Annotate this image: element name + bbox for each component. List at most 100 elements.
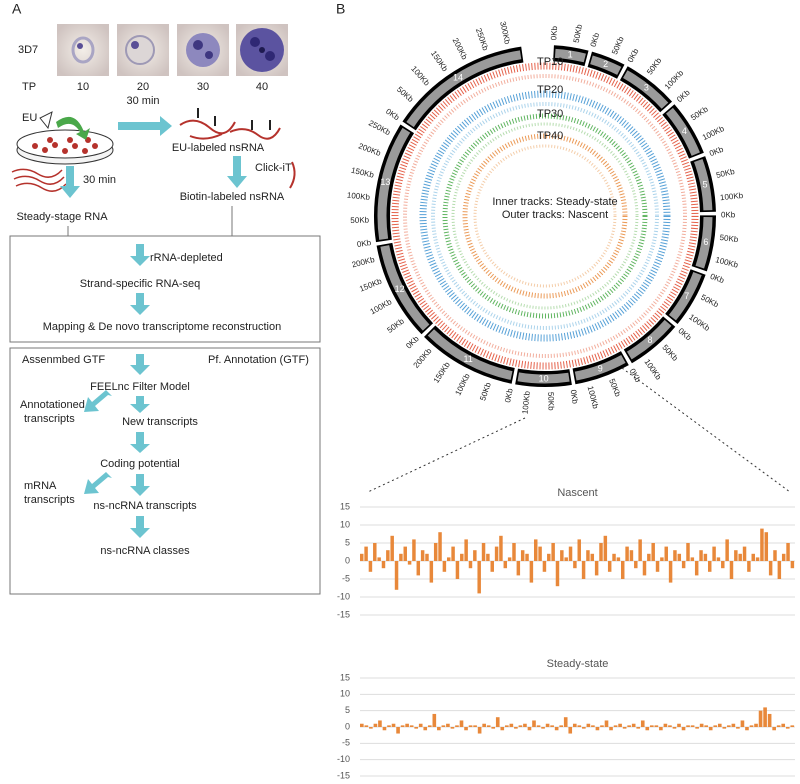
bar [747, 561, 751, 572]
y-tick-label: -15 [337, 609, 350, 619]
bar [627, 725, 631, 727]
zoom-line [367, 417, 526, 493]
bar [373, 723, 378, 727]
track-ring [462, 133, 628, 299]
arrow [130, 432, 150, 453]
chromosome-fill [380, 245, 430, 331]
step: rRNA-depleted [150, 252, 223, 264]
chromosome-tick: 200Kb [357, 141, 382, 158]
bar [690, 725, 695, 727]
track-label: TP20 [537, 84, 563, 96]
chromosome-tick: 50Kb [645, 56, 664, 77]
bar [672, 727, 677, 729]
step: Annotationed [20, 399, 85, 411]
arrow [130, 293, 150, 315]
chromosome-tick: 0Kb [356, 238, 372, 249]
biotin-strand [289, 161, 296, 189]
step: Strand-specific RNA-seq [80, 278, 200, 290]
bar [636, 727, 641, 729]
bar [631, 723, 636, 727]
y-tick-label: 5 [345, 705, 350, 715]
bar [369, 727, 373, 729]
chromosome-tick: 100Kb [701, 124, 726, 143]
chromosome-label: 3 [644, 83, 649, 93]
y-tick-label: 10 [340, 689, 350, 699]
bar [396, 727, 400, 734]
bar [446, 723, 450, 727]
bar [427, 725, 432, 727]
chromosome-fill [626, 319, 672, 360]
bar [634, 561, 638, 569]
chromosome-tick: 0Kb [384, 107, 401, 123]
bar [686, 543, 690, 561]
bar [690, 557, 695, 561]
chromosome-label: 11 [463, 354, 472, 364]
arrow [130, 516, 150, 538]
step: transcripts [24, 413, 75, 425]
chromosome-tick: 100Kb [687, 312, 712, 333]
eu-labeled: EU-labeled nsRNA [172, 142, 265, 154]
bar [785, 727, 790, 729]
bar [604, 720, 609, 727]
bar [681, 727, 686, 731]
bar [663, 723, 668, 727]
bar [577, 725, 582, 727]
bar [590, 553, 595, 561]
chromosome-label: 5 [703, 179, 708, 189]
bar [563, 717, 568, 727]
chromosome-tick: 0Kb [721, 210, 736, 219]
bar [694, 561, 699, 576]
arrow [130, 474, 150, 496]
bar [740, 720, 745, 727]
bar [507, 557, 512, 561]
panel-label: A [12, 1, 22, 17]
bar [699, 550, 703, 561]
bar [460, 553, 464, 561]
step: mRNA [24, 480, 57, 492]
bar [712, 546, 716, 561]
bar [755, 557, 760, 561]
bar [486, 725, 491, 727]
chromosome-tick: 0Kb [549, 25, 559, 40]
bar [554, 727, 559, 731]
chromosome-fill [427, 329, 513, 380]
incubation: 30 min [126, 95, 159, 107]
chart-title: Steady-state [547, 658, 609, 670]
incubation: 30 min [83, 174, 116, 186]
track-ring [403, 74, 687, 358]
bar [660, 557, 664, 561]
bar [516, 561, 521, 576]
bar [772, 727, 776, 731]
bar [668, 561, 673, 583]
bar [622, 727, 627, 729]
y-tick-label: 0 [345, 555, 350, 565]
bar [704, 725, 708, 727]
bar [394, 561, 399, 590]
bar [572, 723, 577, 727]
step: Assenmbed GTF [22, 354, 105, 366]
chromosome-label: 2 [603, 59, 608, 69]
step: Mapping & De novo transcriptome reconstr… [43, 321, 281, 333]
chromosome-tick: 100Kb [642, 357, 663, 382]
chromosome-tick: 100Kb [369, 297, 394, 316]
step: transcripts [24, 494, 75, 506]
bar [529, 561, 534, 583]
bar [459, 720, 464, 727]
bar [505, 725, 509, 727]
bar [731, 723, 736, 727]
zoom-line [621, 367, 791, 493]
chromosome-fill [406, 50, 522, 128]
bar [414, 727, 418, 729]
bar [721, 561, 725, 569]
petri-dish [16, 111, 114, 165]
bar [625, 546, 629, 561]
bar [677, 553, 682, 561]
y-tick-label: 5 [345, 537, 350, 547]
pipeline-box [9, 347, 321, 595]
bar [767, 713, 772, 727]
bar [642, 561, 647, 576]
bar [647, 553, 651, 561]
y-tick-label: -5 [342, 573, 350, 583]
